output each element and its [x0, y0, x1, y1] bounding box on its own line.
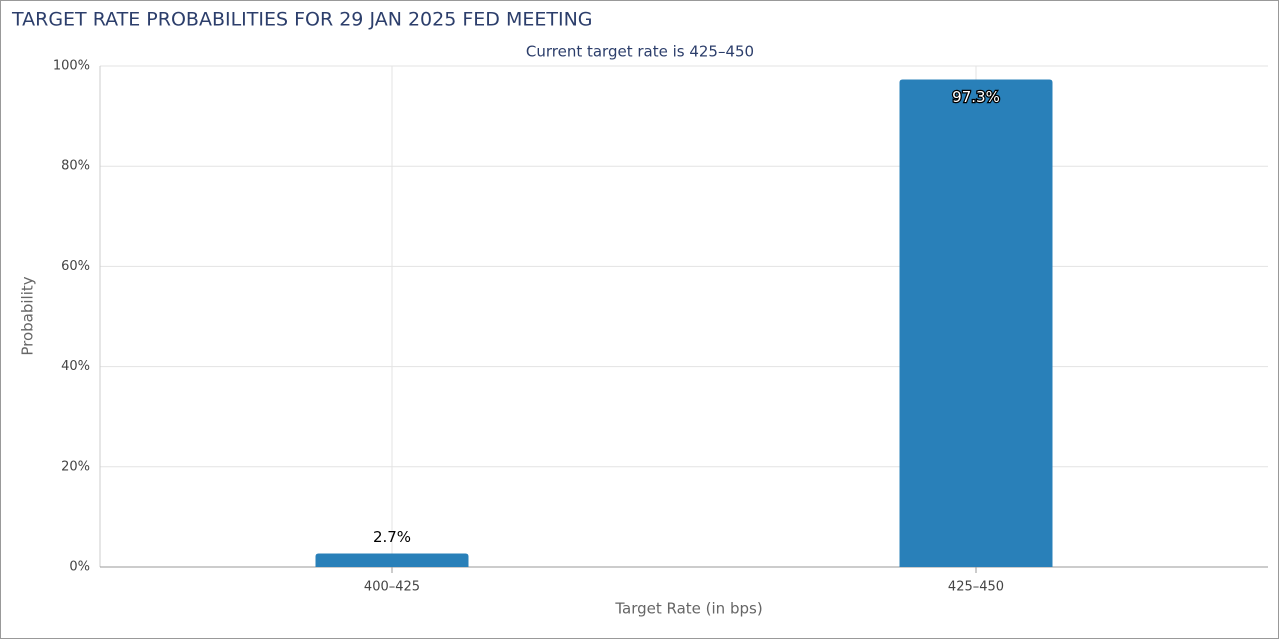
y-tick-label: 20%: [61, 459, 90, 474]
y-tick-label: 100%: [53, 59, 90, 74]
x-tick-label: 425–450: [948, 580, 1004, 595]
x-tick-label: 400–425: [364, 580, 420, 595]
value-label: 97.3%: [952, 88, 1000, 106]
y-tick-label: 80%: [61, 159, 90, 174]
chart-subtitle: Current target rate is 425–450: [526, 43, 754, 61]
y-axis-label: Probability: [19, 276, 37, 355]
chart-title: TARGET RATE PROBABILITIES FOR 29 JAN 202…: [11, 9, 593, 31]
bar: [315, 553, 469, 567]
value-label: 2.7%: [373, 528, 411, 546]
x-axis-label: Target Rate (in bps): [614, 600, 762, 618]
y-tick-label: 60%: [61, 259, 90, 274]
y-tick-label: 0%: [69, 560, 90, 575]
bar: [899, 79, 1053, 567]
y-tick-label: 40%: [61, 359, 90, 374]
